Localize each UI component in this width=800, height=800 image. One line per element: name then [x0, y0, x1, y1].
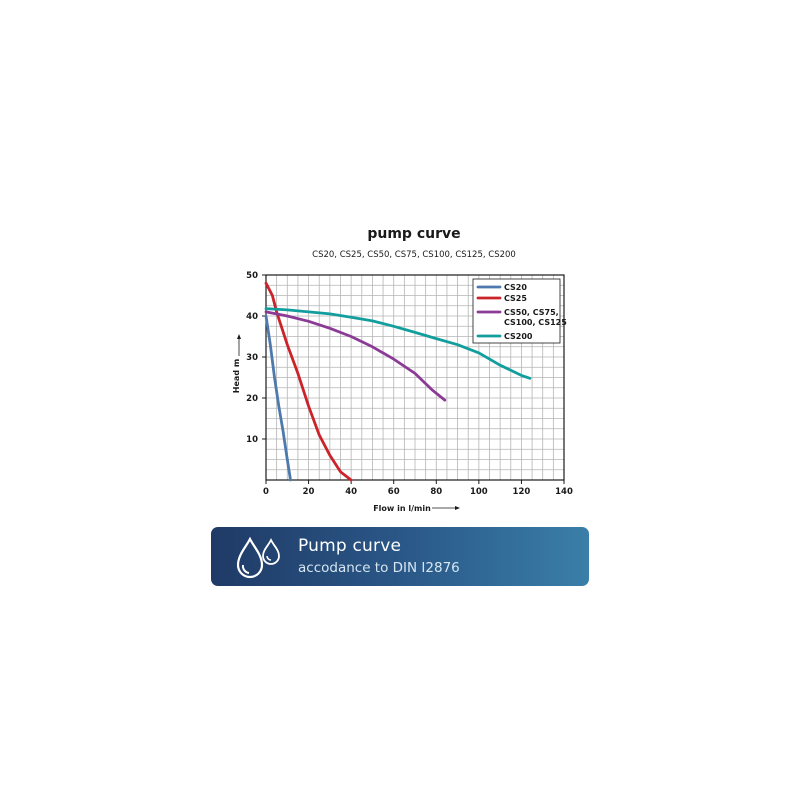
- x-tick-label: 120: [513, 487, 531, 497]
- y-tick-label: 10: [246, 435, 258, 445]
- axis-ticks: 0 20 40 60 80 100 120 140 10 20 30 40 50: [246, 271, 573, 497]
- legend-label-2: CS100, CS125: [504, 318, 567, 327]
- x-tick-label: 100: [470, 487, 488, 497]
- legend-label-2: CS50, CS75,: [504, 308, 559, 317]
- info-banner: Pump curve accodance to DIN I2876: [211, 527, 589, 586]
- legend: CS20 CS25 CS50, CS75,CS100, CS125 CS200: [472, 278, 567, 344]
- y-axis-label: Head m: [232, 359, 241, 393]
- chart-title: pump curve: [367, 226, 460, 242]
- series-line-0: [264, 314, 292, 482]
- x-axis-title: Flow in l/min: [373, 504, 460, 513]
- x-tick-label: 80: [430, 487, 442, 497]
- water-drops-icon: [236, 537, 280, 579]
- y-tick-label: 40: [246, 312, 258, 322]
- series-line-3: [264, 307, 532, 380]
- legend-label-3: CS200: [504, 332, 533, 341]
- banner-title: Pump curve: [298, 536, 402, 556]
- series-line-1: [264, 281, 353, 482]
- x-axis-arrow-icon: [432, 506, 460, 510]
- x-tick-label: 60: [388, 487, 400, 497]
- pump-curve-chart: pump curve CS20, CS25, CS50, CS75, CS100…: [232, 226, 573, 513]
- y-axis-title: Head m: [232, 334, 241, 393]
- chart-subtitle: CS20, CS25, CS50, CS75, CS100, CS125, CS…: [312, 250, 516, 260]
- banner-subtitle: accodance to DIN I2876: [298, 560, 460, 576]
- y-tick-label: 20: [246, 394, 258, 404]
- series-line-2: [264, 310, 447, 402]
- y-tick-label: 50: [246, 271, 258, 281]
- x-tick-label: 40: [345, 487, 357, 497]
- plot-area: [265, 274, 565, 481]
- legend-label-1: CS25: [504, 294, 527, 303]
- x-axis-label: Flow in l/min: [373, 504, 431, 513]
- x-tick-label: 20: [303, 487, 315, 497]
- legend-label-0: CS20: [504, 283, 527, 292]
- x-tick-label: 0: [263, 487, 269, 497]
- y-tick-label: 30: [246, 353, 258, 363]
- x-tick-label: 140: [555, 487, 573, 497]
- y-axis-arrow-icon: [237, 334, 241, 356]
- series-lines: [264, 281, 532, 482]
